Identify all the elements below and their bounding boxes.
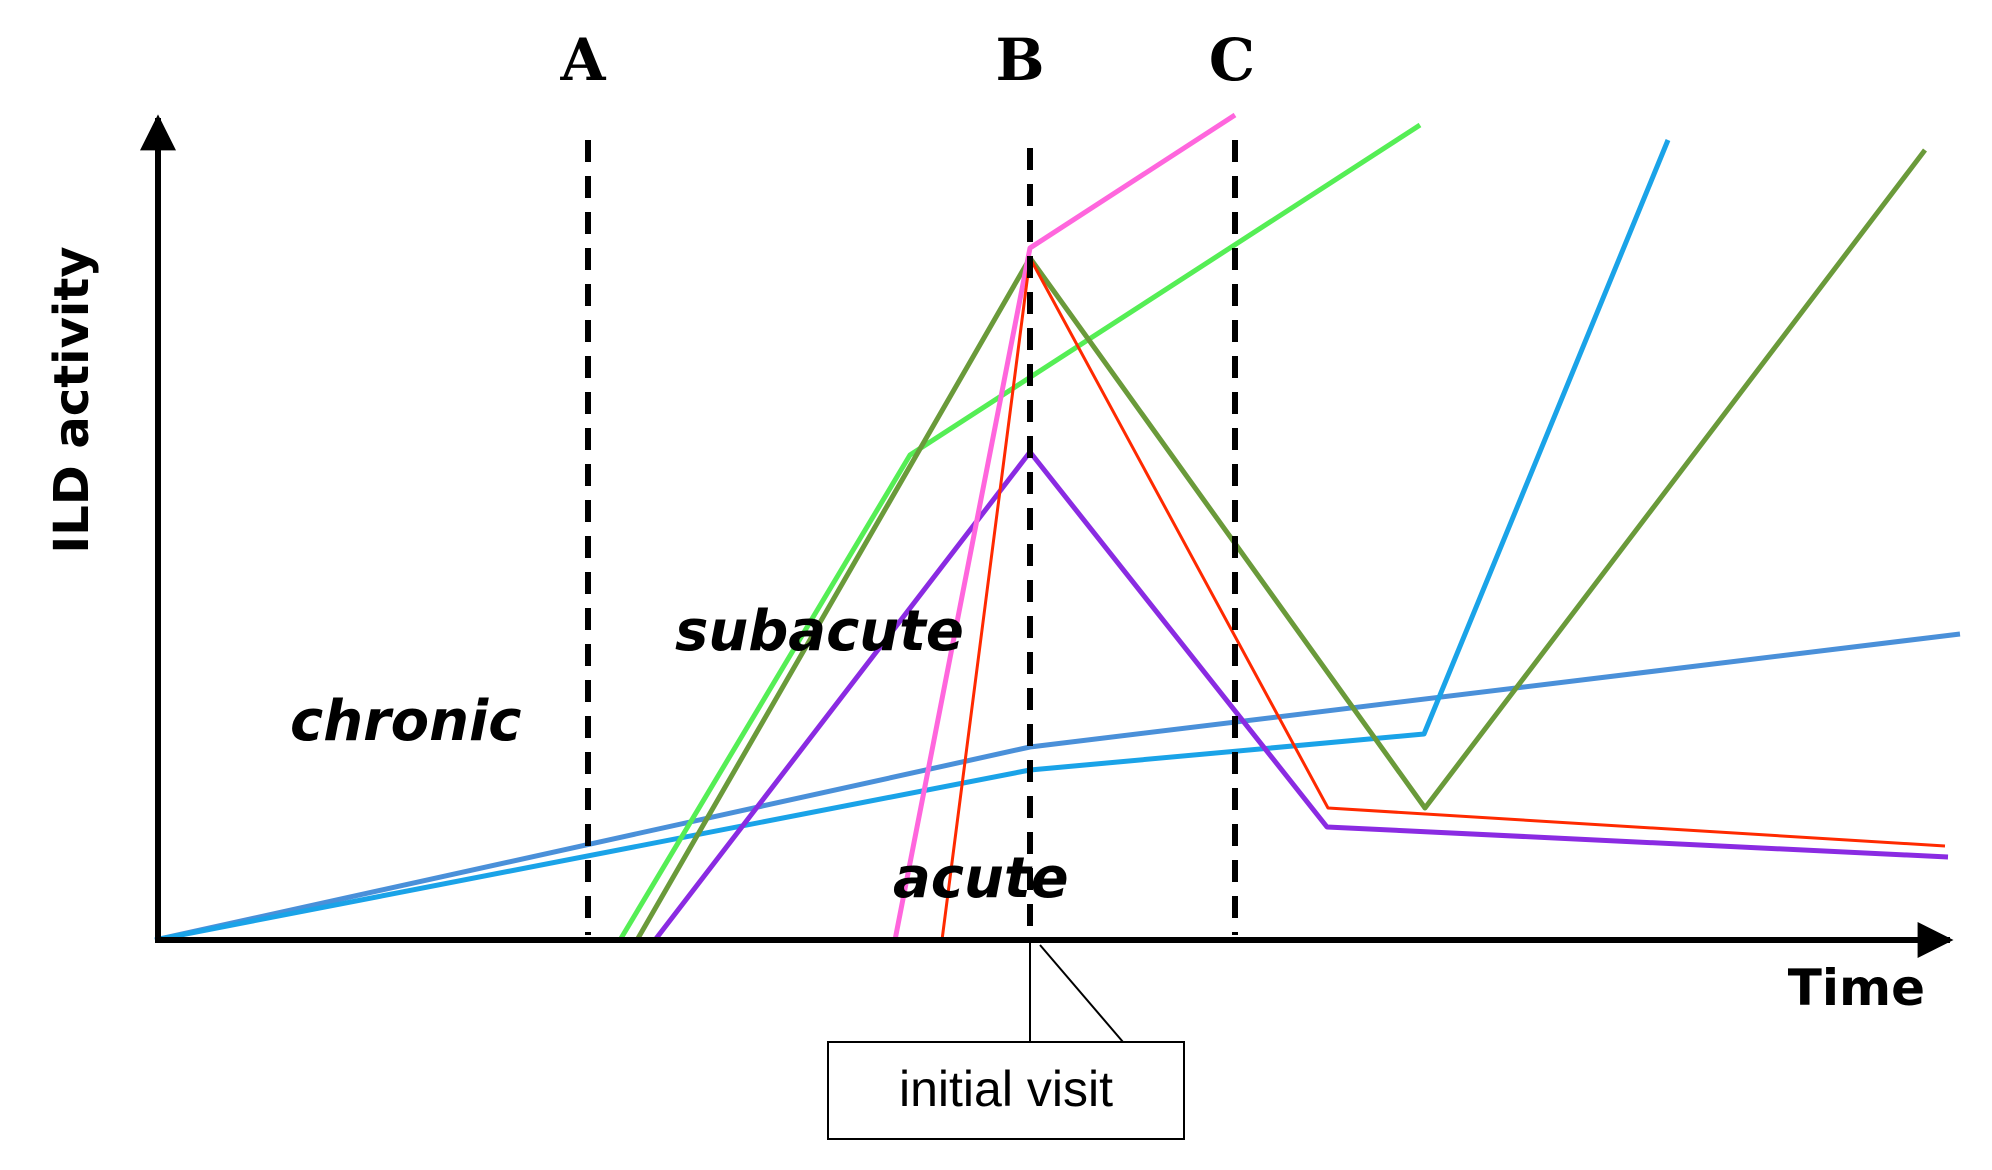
curve-subacute-improving [653, 449, 1949, 942]
phase-label-acute: acute [893, 846, 1069, 911]
curve-subacute-relapse [634, 148, 1927, 942]
curve-chronic-steady [154, 631, 1961, 943]
callout-leader-line-right [1039, 944, 1124, 1043]
curve-acute-progressive [892, 112, 1237, 941]
curve-acute-improving [940, 256, 1946, 941]
phase-label-subacute: subacute [675, 599, 964, 664]
time-markers [585, 140, 1238, 935]
curve-chronic-then-rise [154, 139, 1671, 943]
x-axis-label: Time [1788, 959, 1925, 1017]
y-axis-label: ILD activity [44, 246, 100, 553]
phase-label-chronic: chronic [290, 689, 521, 754]
axes [140, 114, 1954, 958]
initial-visit-callout: initial visit [827, 942, 1185, 1140]
curves [154, 112, 1961, 943]
marker-label-b: B [995, 26, 1044, 94]
curve-subacute-progressive [617, 122, 1422, 942]
callout-text: initial visit [899, 1061, 1113, 1117]
marker-label-a: A [559, 26, 606, 94]
marker-label-c: C [1209, 26, 1255, 94]
callout-box [827, 1041, 1185, 1140]
